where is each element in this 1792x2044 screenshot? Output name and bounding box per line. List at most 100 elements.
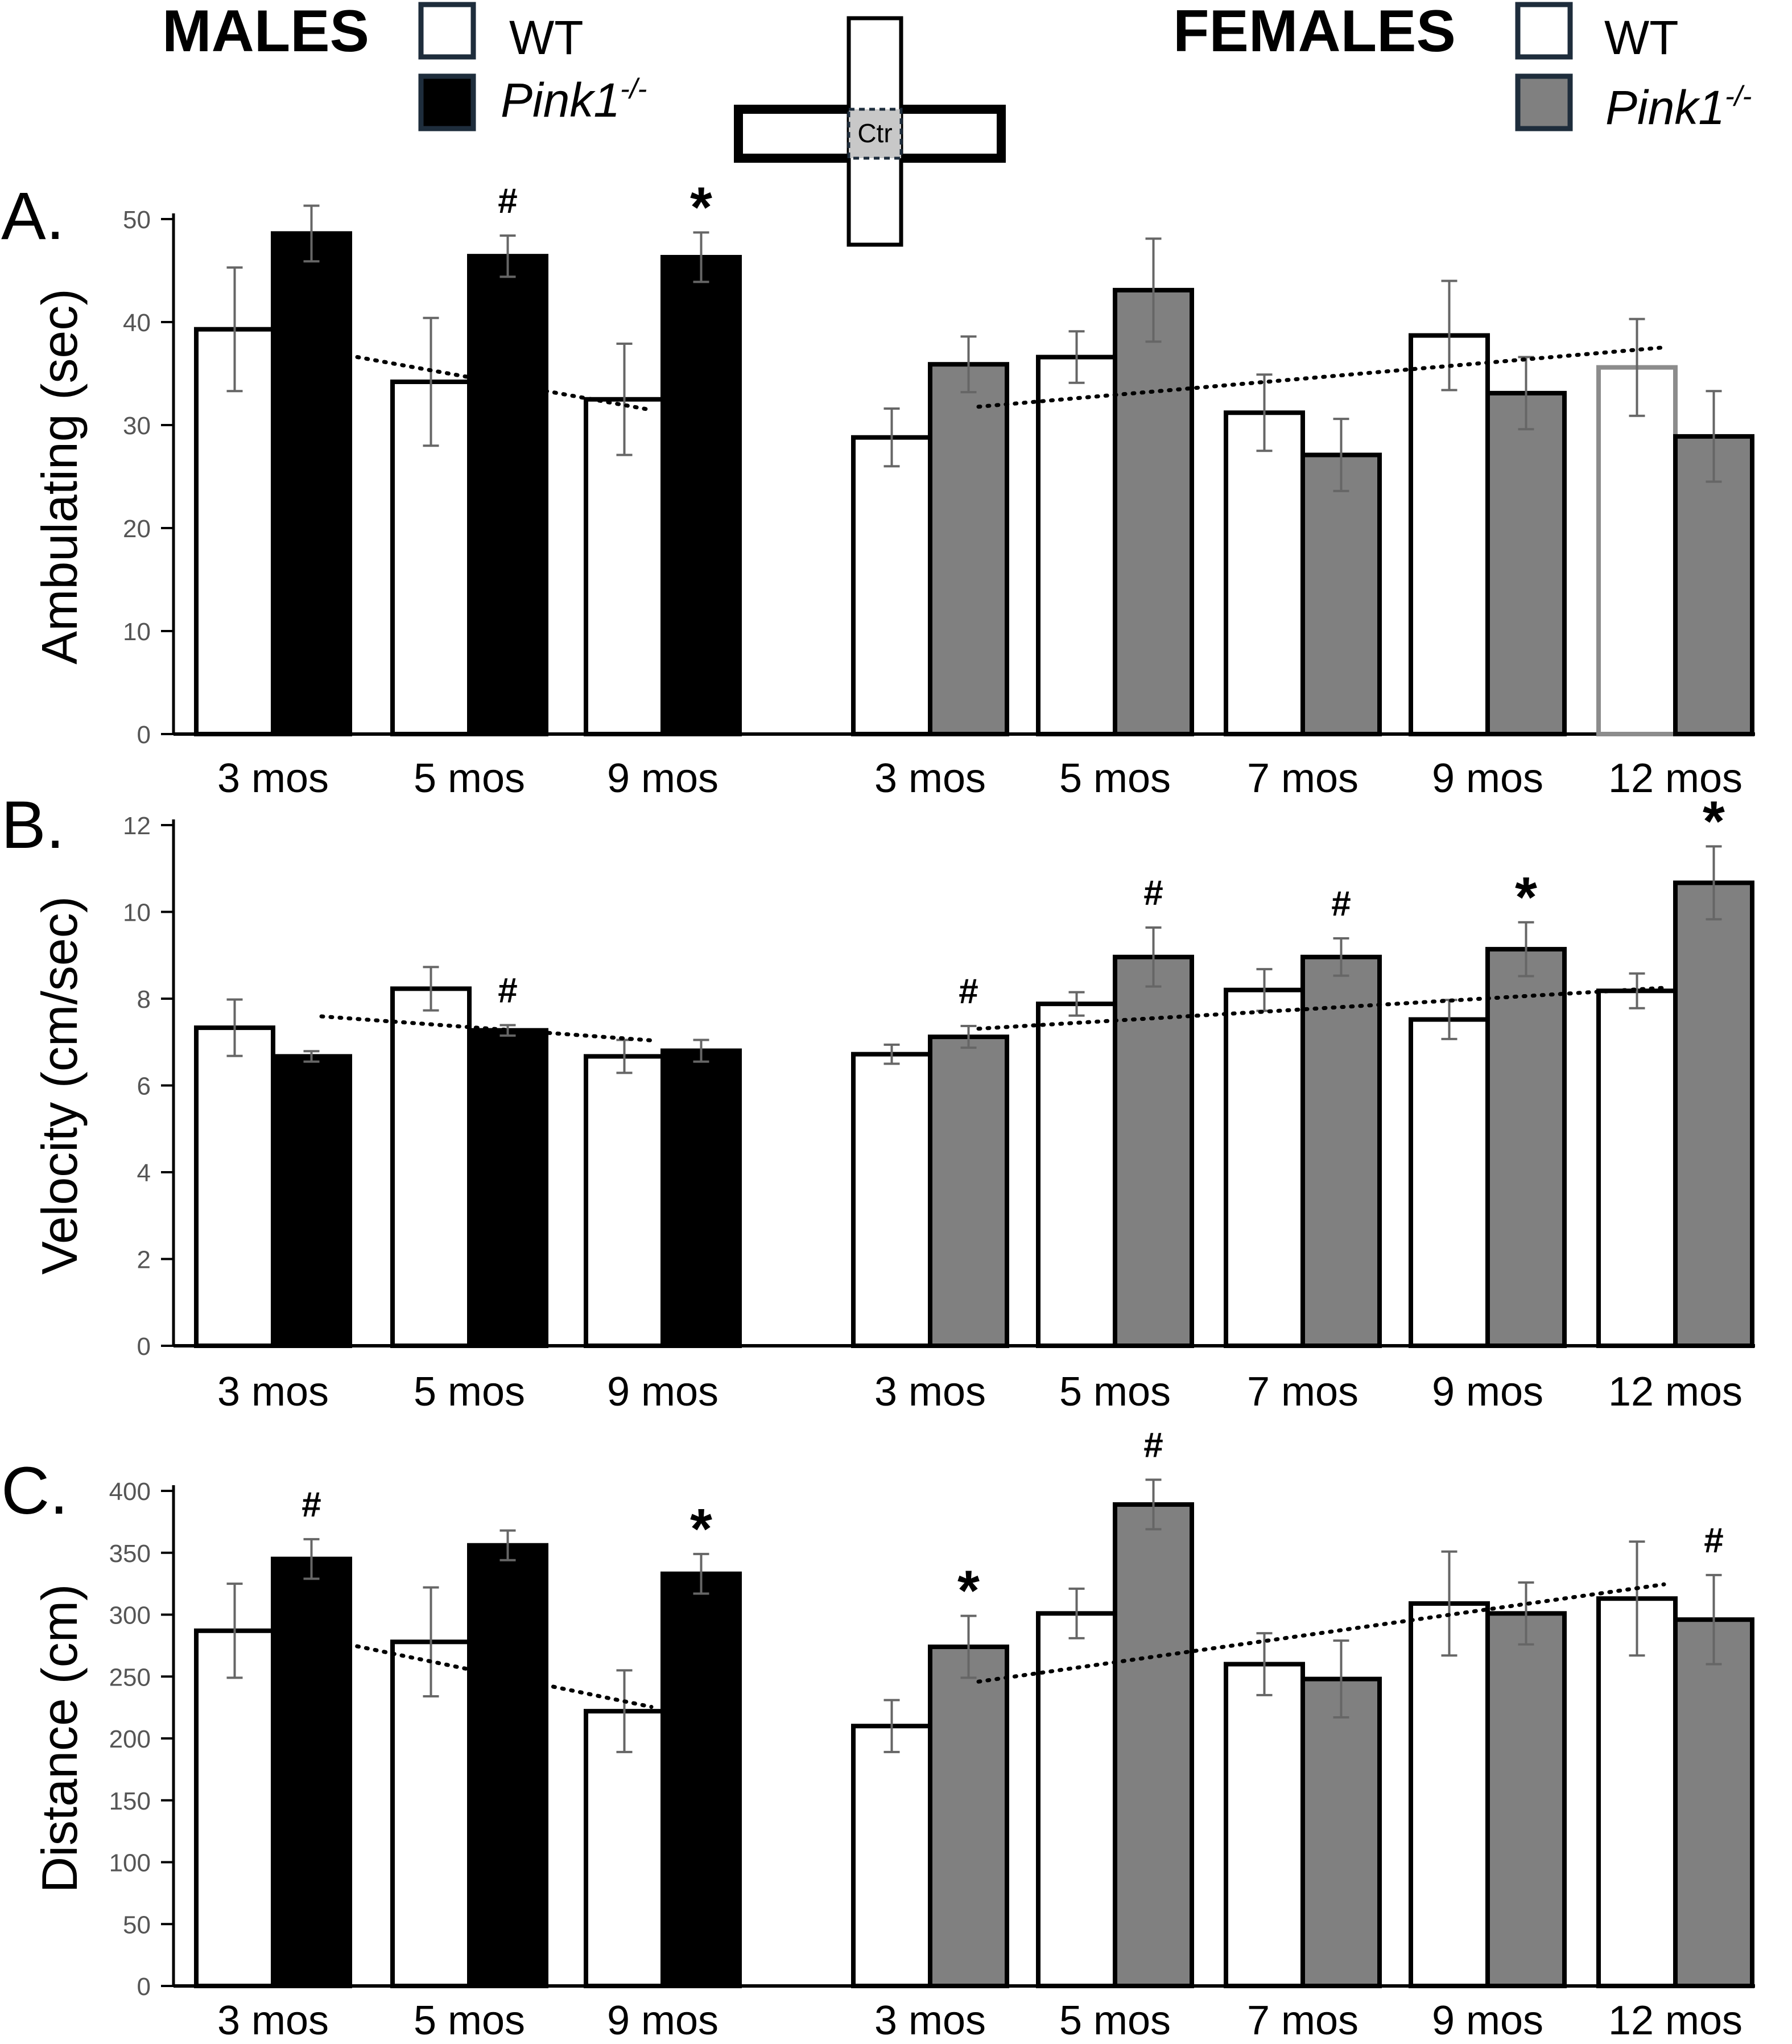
female-trend-line <box>976 1582 1666 1684</box>
female-ko-bar <box>1485 1611 1567 1988</box>
male-category-label: 3 mos <box>217 756 329 801</box>
female-ko-bar <box>1673 434 1754 736</box>
legend-female-ko-label: Pink1-/- <box>1605 80 1752 134</box>
male-ko-bar <box>660 1571 742 1989</box>
panel-label-b: B. <box>1 788 65 863</box>
significance-marker: # <box>1143 1425 1163 1465</box>
female-ko-bar <box>1113 1502 1194 1989</box>
female-category-label: 12 mos <box>1608 1369 1743 1415</box>
female-ko-bar <box>1113 287 1194 736</box>
male-category-label: 5 mos <box>414 756 525 801</box>
male-ko-bar <box>271 1556 352 1988</box>
y-tick-label: 4 <box>137 1159 151 1187</box>
female-ko-bar <box>1485 390 1567 736</box>
female-wt-bar <box>1596 988 1678 1348</box>
female-category-label: 3 mos <box>874 1369 986 1415</box>
legend: MALES WT Pink1-/- FEMALES WT Pink1-/- <box>162 0 1752 134</box>
male-wt-bar <box>390 986 472 1348</box>
panel-label-c: C. <box>1 1453 68 1528</box>
male-category-label: 5 mos <box>414 1998 525 2043</box>
female-ko-bar <box>1300 1676 1382 1989</box>
legend-females-title: FEMALES <box>1173 0 1456 64</box>
female-category-label: 5 mos <box>1059 756 1171 801</box>
legend-male-ko-label: Pink1-/- <box>501 73 647 127</box>
male-wt-bar <box>194 1628 275 1988</box>
significance-marker: * <box>690 176 712 240</box>
male-category-label: 5 mos <box>414 1369 525 1415</box>
significance-marker: # <box>1704 1521 1723 1560</box>
male-wt-bar <box>584 1054 665 1348</box>
female-wt-bar <box>1409 333 1490 736</box>
y-tick-label: 350 <box>109 1540 151 1568</box>
female-wt-bar <box>1036 355 1117 736</box>
female-ko-bar <box>928 1035 1009 1348</box>
female-ko-bar <box>928 1645 1009 1989</box>
significance-marker: # <box>1331 884 1351 924</box>
female-ko-bar <box>1113 954 1194 1349</box>
female-ko-bar <box>1300 954 1382 1349</box>
female-ko-bar <box>1673 880 1754 1348</box>
male-ko-bar <box>660 254 742 737</box>
y-axis-label: Velocity (cm/sec) <box>31 896 88 1275</box>
male-category-label: 3 mos <box>217 1998 329 2043</box>
significance-marker: # <box>302 1485 321 1524</box>
male-wt-bar <box>194 1025 275 1348</box>
significance-marker: * <box>957 1559 980 1623</box>
significance-marker: # <box>498 971 517 1011</box>
maze-center-label: Ctr <box>857 118 892 148</box>
significance-marker: # <box>498 182 517 221</box>
y-tick-label: 250 <box>109 1663 151 1691</box>
y-tick-label: 150 <box>109 1787 151 1815</box>
female-wt-bar <box>851 1724 932 1988</box>
maze-center-zone <box>847 108 903 160</box>
female-category-label: 3 mos <box>874 756 986 801</box>
male-trend-line <box>319 348 654 412</box>
female-wt-bar <box>1224 410 1305 736</box>
significance-marker: # <box>959 972 978 1011</box>
male-ko-bar <box>467 254 548 737</box>
legend-male-wt-label: WT <box>509 11 584 64</box>
significance-marker: * <box>690 1497 712 1561</box>
y-tick-label: 6 <box>137 1073 151 1101</box>
female-category-label: 7 mos <box>1247 1998 1359 2043</box>
y-tick-label: 200 <box>109 1725 151 1753</box>
female-ko-bar <box>1673 1617 1754 1988</box>
female-category-label: 3 mos <box>874 1998 986 2043</box>
female-trend-line <box>976 986 1666 1031</box>
y-tick-label: 50 <box>123 206 151 234</box>
significance-marker: * <box>1703 789 1725 853</box>
legend-male-ko-swatch <box>418 73 476 131</box>
y-tick-label: 0 <box>137 1333 151 1361</box>
female-category-label: 12 mos <box>1608 756 1743 801</box>
panel-a: A. Ambulating (sec) 0 10 20 30 40 50 3 mos #5 mos… <box>1 176 1755 801</box>
female-ko-bar <box>928 362 1009 736</box>
female-wt-bar <box>1409 1017 1490 1348</box>
female-wt-bar <box>1596 365 1678 736</box>
male-ko-bar <box>467 1543 548 1988</box>
male-category-label: 3 mos <box>217 1369 329 1415</box>
y-tick-label: 400 <box>109 1478 151 1506</box>
female-wt-bar <box>1409 1601 1490 1989</box>
female-category-label: 7 mos <box>1247 756 1359 801</box>
female-ko-bar <box>1485 947 1567 1348</box>
panel-c: C. Distance (cm) 0 50 100 150 200 250 300 350 400 #… <box>1 1425 1755 2043</box>
male-trend-line <box>319 1014 654 1042</box>
y-axis-label: Ambulating (sec) <box>31 289 88 664</box>
male-ko-bar <box>467 1028 548 1348</box>
female-category-label: 12 mos <box>1608 1998 1743 2043</box>
female-wt-bar <box>1224 987 1305 1348</box>
y-tick-label: 10 <box>123 618 151 646</box>
legend-female-wt-swatch <box>1515 2 1573 60</box>
y-tick-label: 40 <box>123 309 151 337</box>
female-wt-bar <box>1036 1611 1117 1988</box>
y-tick-label: 0 <box>137 1973 151 2001</box>
y-tick-label: 8 <box>137 986 151 1013</box>
y-tick-label: 20 <box>123 515 151 543</box>
legend-female-wt-label: WT <box>1604 11 1679 64</box>
y-tick-label: 30 <box>123 412 151 440</box>
legend-male-wt-swatch <box>418 2 476 60</box>
female-category-label: 9 mos <box>1432 756 1543 801</box>
female-category-label: 9 mos <box>1432 1998 1543 2043</box>
legend-males-title: MALES <box>162 0 369 64</box>
